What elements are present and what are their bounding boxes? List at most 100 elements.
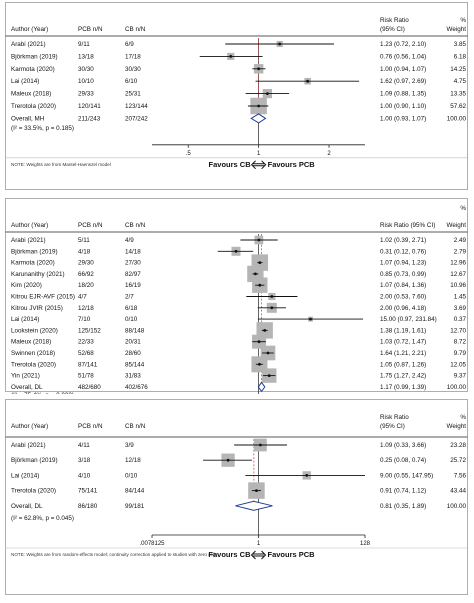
- overall-weight: 100.00: [447, 384, 467, 391]
- header-pcb: PCB n/N: [78, 26, 103, 33]
- study-name: Kitrou EJR-AVF (2015): [11, 294, 75, 301]
- forest-plot-panel-1: Author (Year) PCB n/N CB n/N Risk Ratio (95%…: [0, 0, 474, 192]
- weight-value: 7.56: [454, 472, 467, 479]
- ci-text: 0.91 (0.74, 1.12): [380, 488, 426, 495]
- weight-value: 10.96: [450, 282, 466, 289]
- double-arrow-icon: [250, 550, 267, 560]
- study-name: Karmota (2020): [11, 66, 55, 73]
- pcb-count: 7/10: [78, 316, 91, 323]
- ci-text: 1.02 (0.39, 2.71): [380, 237, 426, 244]
- heterogeneity-stat: (I² = 33.5%, p = 0.185): [11, 125, 74, 132]
- header-ci-line2: (95% CI): [380, 423, 405, 430]
- weight-value: 13.35: [450, 91, 466, 98]
- cb-count: 17/18: [125, 53, 141, 60]
- ci-text: 2.00 (0.53, 7.60): [380, 294, 426, 301]
- point-estimate: [267, 374, 271, 377]
- point-estimate: [253, 272, 257, 276]
- cb-count: 84/144: [125, 488, 145, 495]
- overall-label: Overall, MH: [11, 115, 45, 122]
- header-study: Author (Year): [11, 26, 48, 33]
- favours-pcb-label: Favours PCB: [268, 550, 316, 559]
- cb-count: 123/144: [125, 103, 148, 110]
- overall-ci-text: 0.81 (0.35, 1.89): [380, 503, 426, 510]
- header-pcb: PCB n/N: [78, 222, 103, 229]
- point-estimate: [257, 104, 261, 108]
- pcb-count: 22/33: [78, 339, 94, 346]
- weight-value: 25.72: [450, 457, 466, 464]
- point-estimate: [258, 362, 261, 366]
- header-weight: Weight: [447, 423, 467, 430]
- header-ci-line2: (95% CI): [380, 26, 405, 33]
- forest-plot-svg: Author (Year) PCB n/N CB n/N Risk Ratio (95…: [5, 198, 468, 394]
- overall-pcb: 86/180: [78, 503, 98, 510]
- weight-value: 8.72: [454, 339, 467, 346]
- point-estimate: [258, 261, 262, 264]
- cb-count: 82/97: [125, 271, 141, 278]
- overall-cb: 99/181: [125, 503, 145, 510]
- overall-pcb: 211/243: [78, 115, 101, 122]
- pcb-count: 125/152: [78, 327, 101, 334]
- point-estimate: [257, 67, 261, 71]
- cb-count: 4/9: [125, 237, 134, 244]
- study-name: Lookstein (2020): [11, 327, 58, 334]
- pcb-count: 29/30: [78, 260, 94, 267]
- header-study: Author (Year): [11, 423, 48, 430]
- point-estimate: [266, 351, 270, 355]
- study-name: Lai (2014): [11, 316, 39, 323]
- cb-count: 25/31: [125, 91, 141, 98]
- pcb-count: 52/68: [78, 350, 94, 357]
- cb-count: 27/30: [125, 260, 141, 267]
- cb-count: 2/7: [125, 294, 134, 301]
- header-weight: Weight: [447, 222, 467, 229]
- pcb-count: 66/92: [78, 271, 94, 278]
- study-name: Kim (2020): [11, 282, 42, 289]
- pcb-count: 4/11: [78, 442, 90, 449]
- weight-value: 0.37: [454, 316, 467, 323]
- point-estimate: [229, 55, 233, 58]
- study-name: Björkman (2019): [11, 53, 58, 60]
- cb-count: 14/18: [125, 248, 141, 255]
- cb-count: 20/31: [125, 339, 141, 346]
- ci-text: 1.38 (1.19, 1.61): [380, 327, 426, 334]
- header-weight: Weight: [447, 26, 467, 33]
- header-ci: Risk Ratio: [380, 17, 409, 24]
- weight-value: 3.85: [454, 41, 467, 48]
- favours-cb-label: Favours CB: [208, 550, 251, 559]
- cb-count: 6/9: [125, 41, 134, 48]
- overall-ci-text: 1.17 (0.99, 1.39): [380, 384, 426, 391]
- overall-label: Overall, DL: [11, 503, 43, 510]
- ci-text: 1.07 (0.94, 1.23): [380, 260, 426, 267]
- weight-value: 3.69: [454, 305, 467, 312]
- weight-value: 12.96: [450, 260, 466, 267]
- forest-plot-svg: Author (Year) PCB n/N CB n/N Risk Ratio (95%…: [5, 2, 468, 190]
- ci-text: 1.05 (0.87, 1.26): [380, 361, 426, 368]
- pcb-count: 9/11: [78, 41, 90, 48]
- study-name: Yin (2021): [11, 373, 40, 380]
- weight-value: 57.62: [450, 103, 466, 110]
- study-name: Karmota (2020): [11, 260, 55, 267]
- header-ci: Risk Ratio (95% CI): [380, 222, 435, 229]
- ci-text: 1.00 (0.94, 1.07): [380, 66, 426, 73]
- ci-text: 0.85 (0.73, 0.99): [380, 271, 426, 278]
- point-estimate: [306, 79, 310, 83]
- pcb-count: 4/7: [78, 294, 87, 301]
- pcb-count: 4/10: [78, 472, 91, 479]
- ci-text: 1.23 (0.72, 2.10): [380, 41, 426, 48]
- study-name: Trerotola (2020): [11, 103, 56, 110]
- cb-count: 30/30: [125, 66, 141, 73]
- ci-text: 2.00 (0.96, 4.18): [380, 305, 426, 312]
- x-tick-label: 2: [327, 151, 331, 157]
- point-estimate: [234, 249, 238, 253]
- weight-value: 9.79: [454, 350, 467, 357]
- pcb-count: 18/20: [78, 282, 94, 289]
- weights-note: NOTE: Weights are from Mantel-Haenszel m…: [11, 162, 111, 167]
- study-name: Lai (2014): [11, 472, 39, 479]
- ci-text: 1.75 (1.27, 2.42): [380, 373, 426, 380]
- study-name: Arabi (2021): [11, 442, 46, 449]
- x-tick-label: 128: [360, 541, 371, 547]
- weight-value: 23.28: [450, 442, 466, 449]
- weight-value: 12.67: [450, 271, 466, 278]
- pcb-count: 51/78: [78, 373, 94, 380]
- header-pcb: PCB n/N: [78, 423, 103, 430]
